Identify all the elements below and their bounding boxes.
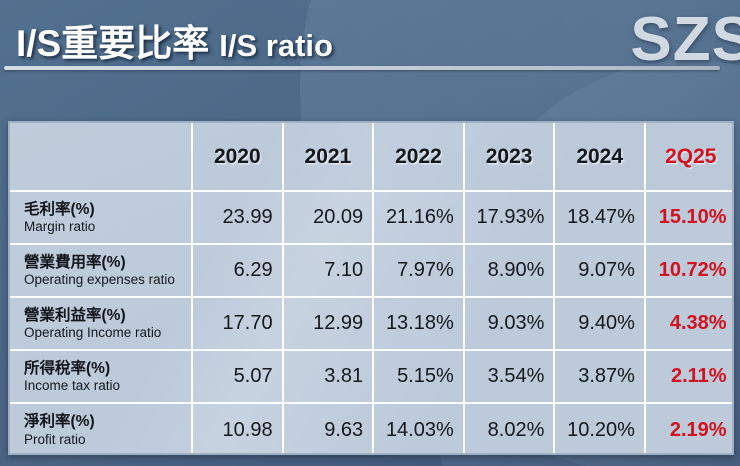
table-header-row: 2020 2021 2022 2023 2024 2Q25 bbox=[10, 123, 732, 192]
cell-opex-2023: 8.90% bbox=[463, 244, 556, 298]
cell-margin-2q25: 15.10% bbox=[644, 191, 732, 245]
page-title-zh: I/S重要比率 bbox=[16, 23, 210, 64]
row-label-zh: 所得稅率(%) bbox=[24, 359, 111, 377]
table-row: 毛利率(%) Margin ratio 23.99 20.09 21.16% 1… bbox=[10, 191, 732, 245]
row-label-operating-expenses-ratio: 營業費用率(%) Operating expenses ratio bbox=[10, 244, 193, 298]
cell-opex-2020: 6.29 bbox=[192, 244, 284, 298]
row-label-zh: 營業費用率(%) bbox=[24, 253, 126, 271]
table-row: 營業費用率(%) Operating expenses ratio 6.29 7… bbox=[10, 244, 732, 298]
cell-margin-2022: 21.16% bbox=[373, 191, 465, 245]
cell-tax-2022: 5.15% bbox=[373, 350, 465, 404]
column-header-2020: 2020 bbox=[192, 123, 284, 192]
table-row: 所得稅率(%) Income tax ratio 5.07 3.81 5.15%… bbox=[10, 350, 732, 404]
cell-margin-2024: 18.47% bbox=[554, 191, 646, 245]
row-label-zh: 淨利率(%) bbox=[24, 413, 95, 431]
cell-tax-2023: 3.54% bbox=[463, 350, 556, 404]
table-row: 營業利益率(%) Operating Income ratio 17.70 12… bbox=[10, 297, 732, 351]
cell-profit-2024: 10.20% bbox=[554, 403, 646, 453]
cell-profit-2022: 14.03% bbox=[373, 403, 465, 453]
cell-opincome-2023: 9.03% bbox=[463, 297, 556, 351]
row-label-margin-ratio: 毛利率(%) Margin ratio bbox=[10, 191, 193, 245]
cell-opex-2022: 7.97% bbox=[373, 244, 465, 298]
column-header-2021: 2021 bbox=[282, 123, 375, 192]
column-header-label bbox=[10, 123, 193, 192]
cell-profit-2q25: 2.19% bbox=[669, 418, 727, 441]
cell-opincome-2020: 17.70 bbox=[192, 297, 284, 351]
cell-profit-2023: 8.02% bbox=[463, 403, 556, 453]
table-body: 毛利率(%) Margin ratio 23.99 20.09 21.16% 1… bbox=[10, 191, 732, 453]
row-label-en: Operating Income ratio bbox=[24, 325, 162, 341]
title-divider bbox=[4, 66, 720, 70]
page-title: I/S重要比率 I/S ratio bbox=[16, 13, 333, 67]
column-header-2q25: 2Q25 bbox=[644, 123, 732, 192]
row-label-en: Operating expenses ratio bbox=[24, 272, 175, 288]
cell-opex-2024: 9.07% bbox=[554, 244, 646, 298]
cell-opex-2q25: 10.72% bbox=[644, 244, 732, 298]
row-label-operating-income-ratio: 營業利益率(%) Operating Income ratio bbox=[10, 297, 193, 351]
cell-opincome-2q25: 4.38% bbox=[644, 297, 732, 351]
column-header-2024: 2024 bbox=[554, 123, 646, 192]
page-title-en: I/S ratio bbox=[219, 28, 333, 63]
row-label-profit-ratio: 淨利率(%) Profit ratio bbox=[10, 403, 193, 453]
cell-opincome-2021: 12.99 bbox=[282, 297, 375, 351]
cell-margin-2021: 20.09 bbox=[282, 191, 375, 245]
cell-profit-2020: 10.98 bbox=[192, 403, 284, 453]
row-label-zh: 毛利率(%) bbox=[24, 200, 95, 218]
column-header-2022: 2022 bbox=[373, 123, 465, 192]
company-logo: SZS bbox=[630, 5, 740, 74]
row-label-en: Profit ratio bbox=[24, 431, 86, 447]
table-row: 淨利率(%) Profit ratio 10.98 9.63 14.03% 8.… bbox=[10, 403, 732, 453]
ratio-table-container: 2020 2021 2022 2023 2024 2Q25 毛利率(%) Mar… bbox=[8, 121, 734, 455]
cell-opincome-2024: 9.40% bbox=[554, 297, 646, 351]
cell-opex-2021: 7.10 bbox=[282, 244, 375, 298]
ratio-table: 2020 2021 2022 2023 2024 2Q25 毛利率(%) Mar… bbox=[10, 123, 732, 453]
cell-tax-2q25: 2.11% bbox=[644, 350, 732, 404]
row-label-income-tax-ratio: 所得稅率(%) Income tax ratio bbox=[10, 350, 193, 404]
cell-margin-2020: 23.99 bbox=[192, 191, 284, 245]
row-label-en: Income tax ratio bbox=[24, 378, 121, 394]
table-header: 2020 2021 2022 2023 2024 2Q25 bbox=[10, 123, 732, 192]
slide-header: I/S重要比率 I/S ratio SZS bbox=[0, 0, 740, 78]
cell-tax-2020: 5.07 bbox=[192, 350, 284, 404]
cell-tax-2021: 3.81 bbox=[282, 350, 375, 404]
row-label-en: Margin ratio bbox=[24, 219, 96, 235]
column-header-2023: 2023 bbox=[463, 123, 556, 192]
cell-opincome-2022: 13.18% bbox=[373, 297, 465, 351]
row-label-zh: 營業利益率(%) bbox=[24, 306, 126, 324]
cell-profit-2021: 9.63 bbox=[282, 403, 375, 453]
cell-margin-2023: 17.93% bbox=[463, 191, 556, 245]
cell-tax-2024: 3.87% bbox=[554, 350, 646, 404]
